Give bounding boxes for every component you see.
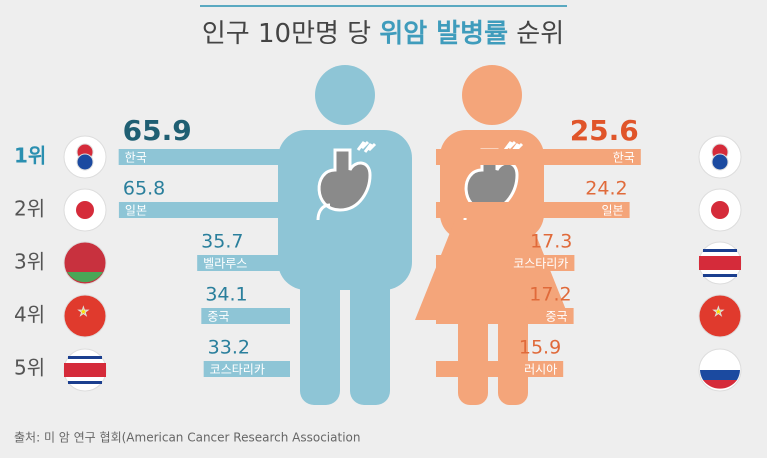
value-label: 17.3 [530, 231, 572, 253]
rank-label: 1위 [14, 144, 46, 168]
country-label: 중국 [207, 310, 229, 324]
bar [118, 149, 290, 165]
value-label: 15.9 [519, 337, 561, 359]
flag-star: ★ [78, 305, 89, 319]
bar [436, 308, 574, 324]
rank-label: 2위 [14, 197, 45, 221]
country-label: 한국 [125, 151, 147, 165]
value-label: 34.1 [205, 284, 247, 306]
country-label: 벨라루스 [203, 257, 247, 271]
value-label: 17.2 [529, 284, 571, 306]
bar [201, 308, 290, 324]
flags: ★ [698, 135, 742, 392]
bar [203, 361, 290, 377]
flags: ★ [63, 135, 107, 392]
value-label: 24.2 [585, 178, 627, 200]
bar [197, 255, 290, 271]
chart-title: 인구 10만명 당 위암 발병률 순위 [202, 19, 564, 49]
rank-label: 5위 [14, 356, 45, 380]
value-label: 33.2 [208, 337, 250, 359]
country-label: 일본 [125, 204, 147, 218]
value-label: 35.7 [201, 231, 243, 253]
bar [436, 361, 564, 377]
value-label: 25.6 [570, 114, 639, 147]
country-label: 중국 [546, 310, 568, 324]
country-label: 일본 [602, 204, 624, 218]
source-note: 출처: 미 암 연구 협회(American Cancer Research A… [14, 431, 360, 445]
bar [436, 202, 630, 218]
flag-star: ★ [713, 305, 724, 319]
rank-label: 4위 [14, 303, 45, 327]
title-prefix: 인구 10만명 당 [202, 19, 371, 49]
value-label: 65.8 [123, 178, 165, 200]
bar [436, 255, 575, 271]
country-label: 러시아 [524, 363, 557, 377]
country-label: 코스타리카 [513, 257, 568, 271]
title-highlight: 위암 발병률 [379, 19, 508, 49]
title-suffix: 순위 [516, 19, 564, 49]
rank-label: 3위 [14, 250, 45, 274]
bar [436, 149, 641, 165]
country-label: 한국 [613, 151, 635, 165]
country-label: 코스타리카 [210, 363, 265, 377]
value-label: 65.9 [123, 114, 192, 147]
bar [118, 202, 290, 218]
